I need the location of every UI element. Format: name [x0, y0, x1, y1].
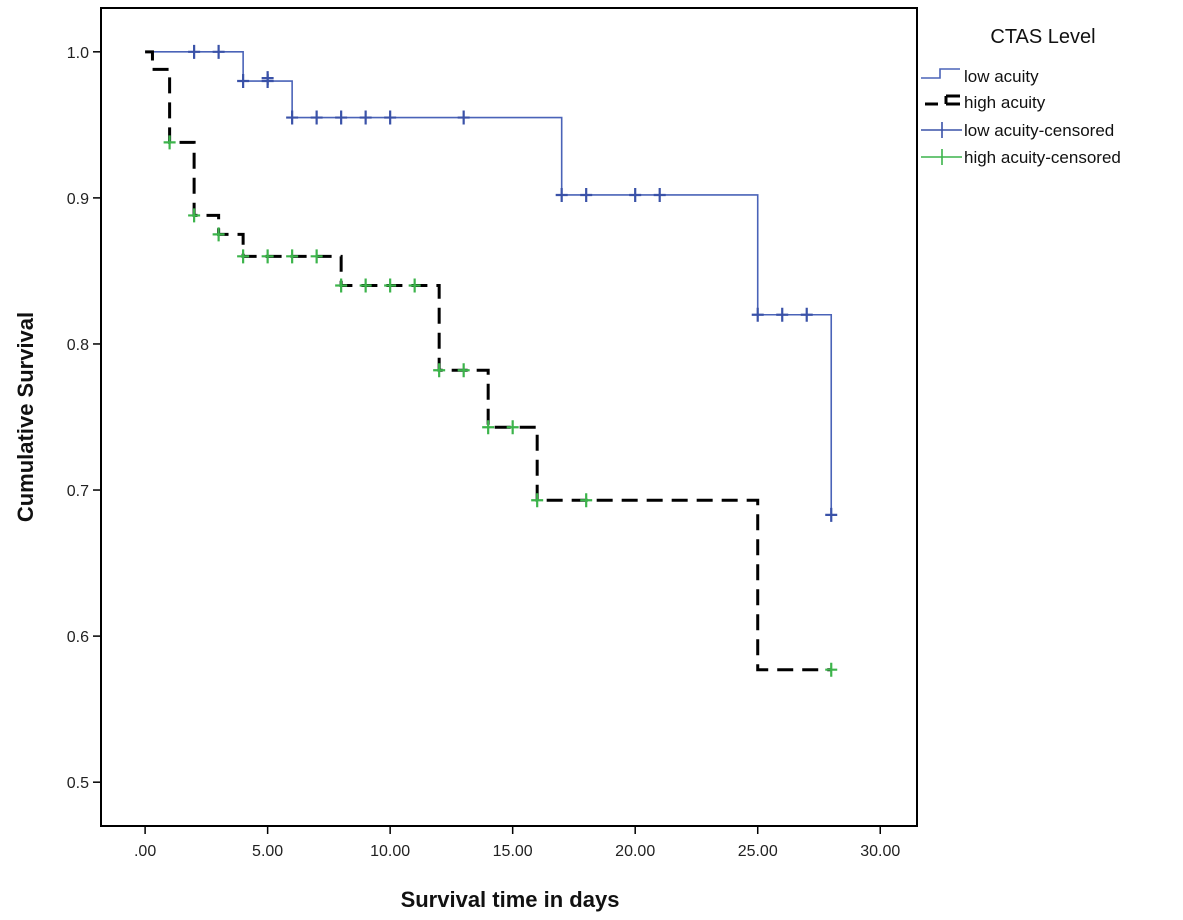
- legend-swatch-low-acuity-censored: [921, 122, 962, 138]
- censor-mark: [261, 249, 274, 264]
- low-acuity-censored-markers: [188, 44, 838, 522]
- censor-mark: [506, 420, 519, 435]
- x-tick-label: .00: [134, 843, 156, 860]
- censor-mark: [188, 208, 201, 223]
- censor-mark: [286, 110, 299, 125]
- censor-mark: [335, 110, 348, 125]
- x-tick-label: 30.00: [860, 843, 900, 860]
- censor-mark: [800, 307, 813, 322]
- censor-mark: [482, 420, 495, 435]
- series-layer: [145, 44, 838, 677]
- legend-label: low acuity-censored: [964, 121, 1114, 140]
- y-axis-title: Cumulative Survival: [13, 312, 38, 522]
- y-axis: 0.5 0.6 0.7 0.8 0.9 1.0: [67, 45, 101, 792]
- censor-mark: [531, 493, 544, 508]
- censor-mark: [237, 249, 250, 264]
- x-axis: .00 5.00 10.00 15.00 20.00 25.00 30.00: [134, 826, 900, 860]
- censor-mark: [237, 74, 250, 89]
- legend-label: high acuity: [964, 93, 1046, 112]
- y-tick-label: 0.7: [67, 483, 89, 500]
- censor-mark: [212, 227, 225, 242]
- censor-mark: [751, 307, 764, 322]
- y-tick-label: 0.8: [67, 337, 89, 354]
- y-tick-label: 0.5: [67, 775, 89, 792]
- plot-frame: [100, 7, 918, 827]
- censor-mark: [580, 493, 593, 508]
- censor-mark: [310, 110, 323, 125]
- legend-swatch-low-acuity: [921, 68, 960, 79]
- x-tick-label: 20.00: [615, 843, 655, 860]
- y-tick-label: 1.0: [67, 45, 89, 62]
- censor-mark: [359, 278, 372, 293]
- censor-mark: [555, 187, 568, 202]
- y-tick-label: 0.6: [67, 629, 89, 646]
- legend: CTAS Level low acuity high acuity low acui…: [921, 26, 1121, 167]
- censor-mark: [629, 187, 642, 202]
- censor-mark: [359, 110, 372, 125]
- legend-swatch-high-acuity: [925, 94, 960, 106]
- x-tick-label: 15.00: [493, 843, 533, 860]
- legend-title: CTAS Level: [990, 26, 1095, 48]
- censor-mark: [457, 110, 470, 125]
- censor-mark: [212, 44, 225, 59]
- censor-mark: [384, 110, 397, 125]
- censor-mark: [776, 307, 789, 322]
- x-axis-title: Survival time in days: [401, 887, 620, 912]
- y-tick-label: 0.9: [67, 191, 89, 208]
- censor-mark: [408, 278, 421, 293]
- censor-mark: [188, 44, 201, 59]
- censor-mark: [286, 249, 299, 264]
- censor-mark: [335, 278, 348, 293]
- censor-mark: [825, 507, 838, 522]
- high-acuity-censored-markers: [163, 135, 838, 677]
- x-tick-label: 25.00: [738, 843, 778, 860]
- legend-label: low acuity: [964, 67, 1039, 86]
- censor-mark: [433, 363, 446, 378]
- censor-mark: [825, 662, 838, 677]
- x-tick-label: 5.00: [252, 843, 283, 860]
- censor-mark: [310, 249, 323, 264]
- x-tick-label: 10.00: [370, 843, 410, 860]
- legend-label: high acuity-censored: [964, 148, 1121, 167]
- censor-mark: [580, 187, 593, 202]
- censor-mark: [163, 135, 176, 150]
- censor-mark: [261, 71, 274, 86]
- legend-swatch-high-acuity-censored: [921, 149, 962, 165]
- censor-mark: [653, 187, 666, 202]
- censor-mark: [457, 363, 470, 378]
- censor-mark: [384, 278, 397, 293]
